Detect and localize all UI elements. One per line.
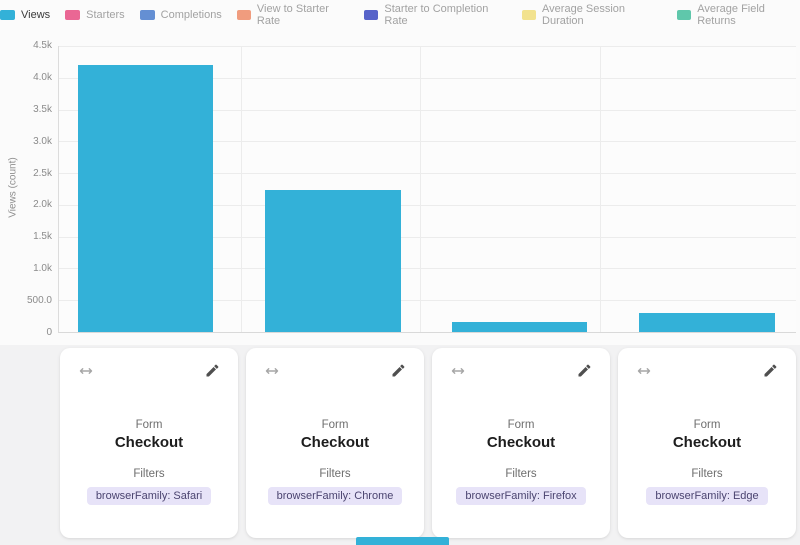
- y-tick-label: 1.5k: [33, 231, 52, 243]
- y-tick-label: 0: [46, 327, 52, 338]
- legend-item-starters[interactable]: Starters: [65, 9, 125, 21]
- next-chart-bar-peek: [356, 537, 449, 545]
- bar-views-chrome[interactable]: [264, 190, 401, 332]
- legend-label: Completions: [160, 9, 222, 21]
- y-tick-label: 2.0k: [33, 199, 52, 211]
- form-label: Form: [135, 419, 163, 431]
- card-body: Form Checkout Filters browserFamily: Fir…: [432, 419, 610, 505]
- filter-badge: browserFamily: Chrome: [267, 487, 403, 505]
- card-body: Form Checkout Filters browserFamily: Saf…: [60, 419, 238, 505]
- filter-card-safari: Form Checkout Filters browserFamily: Saf…: [60, 348, 238, 538]
- legend-label: Views: [21, 9, 51, 21]
- views-bar-chart: Views (count) 4.5k 4.0k 3.5k 3.0k 2.5k 2…: [0, 30, 800, 345]
- form-name: Checkout: [672, 434, 742, 451]
- filter-badge: browserFamily: Firefox: [456, 487, 586, 505]
- y-tick-label: 4.0k: [33, 71, 52, 83]
- column-separator: [420, 46, 422, 332]
- form-name: Checkout: [114, 434, 184, 451]
- form-label: Form: [693, 419, 721, 431]
- filter-card-edge: Form Checkout Filters browserFamily: Edg…: [618, 348, 796, 538]
- legend-label: Starter to Completion Rate: [384, 3, 489, 27]
- filter-card-chrome: Form Checkout Filters browserFamily: Chr…: [246, 348, 424, 538]
- y-tick-label: 500.0: [26, 295, 52, 307]
- filters-label: Filters: [319, 468, 351, 480]
- filter-badge: browserFamily: Safari: [86, 487, 212, 505]
- filters-label: Filters: [133, 468, 165, 480]
- filters-label: Filters: [691, 468, 723, 480]
- gridline: [59, 173, 796, 175]
- form-name: Checkout: [300, 434, 370, 451]
- avg-session-duration-swatch-icon: [521, 10, 537, 20]
- filters-label: Filters: [505, 468, 537, 480]
- legend-item-completions[interactable]: Completions: [139, 9, 222, 21]
- legend-label: Average Session Duration: [542, 3, 626, 27]
- edit-pencil-icon[interactable]: [574, 361, 594, 381]
- gridline: [59, 300, 796, 302]
- bar-views-edge[interactable]: [639, 312, 776, 332]
- resize-horizontal-icon[interactable]: [448, 361, 468, 381]
- legend-label: Starters: [86, 9, 125, 21]
- chart-legend: Views Starters Completions View to Start…: [0, 0, 800, 30]
- starters-swatch-icon: [65, 10, 81, 20]
- column-separator: [599, 46, 601, 332]
- resize-horizontal-icon[interactable]: [262, 361, 282, 381]
- gridline: [59, 141, 796, 143]
- legend-item-views[interactable]: Views: [0, 9, 50, 21]
- legend-label: Average Field Returns: [697, 3, 765, 27]
- filter-cards-row: Form Checkout Filters browserFamily: Saf…: [60, 348, 796, 538]
- edit-pencil-icon[interactable]: [388, 361, 408, 381]
- filter-badge: browserFamily: Edge: [646, 487, 768, 505]
- legend-item-average-session-duration[interactable]: Average Session Duration: [521, 3, 662, 27]
- views-swatch-icon: [0, 10, 15, 20]
- filter-cards-section: Form Checkout Filters browserFamily: Saf…: [0, 345, 800, 545]
- y-axis-title: Views (count): [7, 157, 19, 218]
- gridline: [59, 109, 796, 111]
- view-to-starter-swatch-icon: [236, 10, 251, 20]
- gridline: [59, 236, 796, 238]
- legend-label: View to Starter Rate: [256, 3, 329, 27]
- column-separator: [241, 46, 243, 332]
- form-label: Form: [321, 419, 349, 431]
- y-tick-label: 4.5k: [33, 40, 52, 51]
- card-header: [618, 348, 796, 381]
- resize-horizontal-icon[interactable]: [76, 361, 96, 381]
- bar-views-safari[interactable]: [77, 65, 213, 332]
- gridline: [59, 46, 796, 47]
- y-tick-label: 3.5k: [33, 103, 52, 115]
- y-tick-label: 2.5k: [33, 167, 52, 179]
- card-header: [246, 348, 424, 381]
- filter-card-firefox: Form Checkout Filters browserFamily: Fir…: [432, 348, 610, 538]
- completions-swatch-icon: [139, 10, 155, 20]
- edit-pencil-icon[interactable]: [202, 361, 222, 381]
- card-header: [432, 348, 610, 381]
- legend-item-average-field-returns[interactable]: Average Field Returns: [677, 3, 800, 27]
- bar-views-firefox[interactable]: [452, 321, 588, 332]
- resize-horizontal-icon[interactable]: [634, 361, 654, 381]
- edit-pencil-icon[interactable]: [760, 361, 780, 381]
- starter-to-completion-swatch-icon: [364, 10, 379, 20]
- card-header: [60, 348, 238, 381]
- y-tick-label: 3.0k: [33, 135, 52, 147]
- legend-item-view-to-starter-rate[interactable]: View to Starter Rate: [236, 3, 349, 27]
- gridline: [59, 77, 796, 79]
- card-body: Form Checkout Filters browserFamily: Edg…: [618, 419, 796, 505]
- gridline: [59, 204, 796, 206]
- legend-item-starter-to-completion-rate[interactable]: Starter to Completion Rate: [364, 3, 507, 27]
- plot-area: [58, 46, 796, 333]
- avg-field-returns-swatch-icon: [677, 10, 692, 20]
- y-tick-label: 1.0k: [33, 263, 52, 275]
- gridline: [59, 268, 796, 270]
- form-label: Form: [507, 419, 535, 431]
- form-name: Checkout: [486, 434, 556, 451]
- card-body: Form Checkout Filters browserFamily: Chr…: [246, 419, 424, 505]
